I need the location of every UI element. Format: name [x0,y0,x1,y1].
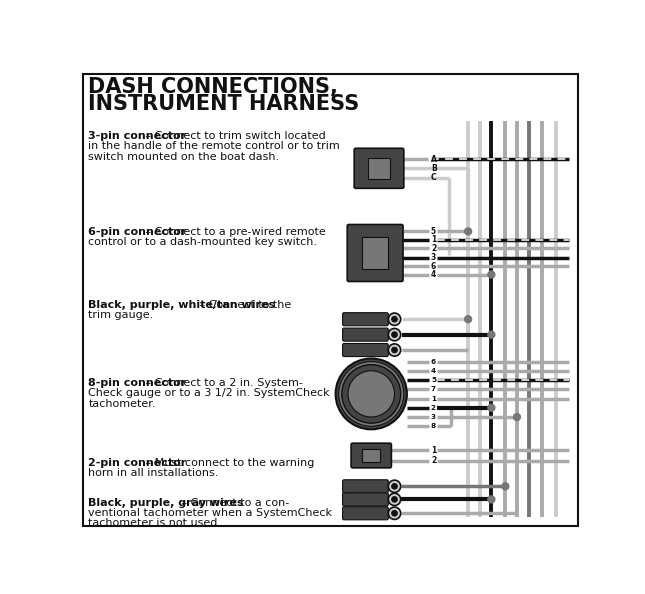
Circle shape [502,483,509,490]
Text: 2: 2 [431,456,436,466]
Text: – Connect to a con-: – Connect to a con- [179,498,290,507]
Circle shape [388,313,401,326]
Circle shape [392,497,397,502]
Text: 3: 3 [431,414,436,420]
Circle shape [392,484,397,489]
Text: – Connect to a pre-wired remote: – Connect to a pre-wired remote [143,227,326,237]
Text: 4: 4 [431,270,436,279]
Text: trim gauge.: trim gauge. [88,310,154,320]
Text: 2-pin connector: 2-pin connector [88,458,186,467]
FancyBboxPatch shape [342,480,388,493]
Text: 5: 5 [431,377,436,383]
Text: 5: 5 [431,227,436,236]
FancyBboxPatch shape [347,225,403,282]
Circle shape [388,493,401,505]
Text: INSTRUMENT HARNESS: INSTRUMENT HARNESS [88,94,360,115]
Circle shape [342,365,401,423]
Text: 8-pin connector: 8-pin connector [88,378,186,388]
FancyBboxPatch shape [351,443,392,468]
Bar [362,238,388,268]
Text: – Connect to trim switch located: – Connect to trim switch located [143,131,326,141]
Text: 6-pin connector: 6-pin connector [88,227,187,237]
Text: – Must connect to the warning: – Must connect to the warning [143,458,315,467]
Text: 3: 3 [431,253,436,262]
Text: 1: 1 [431,235,436,244]
Text: Check gauge or to a 3 1/2 in. SystemCheck: Check gauge or to a 3 1/2 in. SystemChec… [88,388,330,398]
FancyBboxPatch shape [342,328,388,341]
Circle shape [392,347,397,353]
Circle shape [513,413,521,421]
Circle shape [388,328,401,341]
Circle shape [488,496,495,503]
FancyBboxPatch shape [342,507,388,520]
Circle shape [335,359,407,429]
Text: C: C [431,173,437,182]
Text: 2: 2 [431,244,436,253]
Circle shape [464,228,471,235]
Circle shape [392,317,397,322]
Circle shape [488,405,495,411]
Circle shape [392,332,397,337]
Circle shape [388,344,401,356]
Text: – Connect to a 2 in. System-: – Connect to a 2 in. System- [143,378,303,388]
Text: 8: 8 [431,424,436,429]
Text: 2: 2 [431,405,436,411]
Text: 1: 1 [431,446,436,454]
Circle shape [488,331,495,338]
Circle shape [339,362,404,426]
FancyBboxPatch shape [354,148,404,188]
Text: control or to a dash-mounted key switch.: control or to a dash-mounted key switch. [88,237,317,247]
Circle shape [348,371,395,417]
Circle shape [388,507,401,519]
Text: A: A [431,154,437,163]
Text: ventional tachometer when a SystemCheck: ventional tachometer when a SystemCheck [88,508,332,518]
Circle shape [488,271,495,278]
Text: 6: 6 [431,359,436,365]
Circle shape [464,316,471,323]
Text: 3-pin connector: 3-pin connector [88,131,186,141]
Bar [362,449,380,462]
Text: 4: 4 [431,368,436,374]
Text: 1: 1 [431,396,436,402]
Text: tachometer.: tachometer. [88,399,156,409]
Circle shape [392,510,397,516]
Text: 7: 7 [431,386,436,392]
Text: DASH CONNECTIONS,: DASH CONNECTIONS, [88,77,338,97]
Text: Black, purple, white/tan wires: Black, purple, white/tan wires [88,300,275,310]
Text: tachometer is not used.: tachometer is not used. [88,519,221,528]
Circle shape [388,480,401,492]
Text: 6: 6 [431,261,436,271]
FancyBboxPatch shape [342,312,388,326]
Text: horn in all installations.: horn in all installations. [88,468,219,478]
Bar [368,157,390,179]
Text: – Connect to the: – Connect to the [197,300,292,310]
Text: B: B [431,164,437,173]
FancyBboxPatch shape [342,493,388,506]
Text: in the handle of the remote control or to trim: in the handle of the remote control or t… [88,141,340,151]
Text: Black, purple, gray wires: Black, purple, gray wires [88,498,244,507]
Text: switch mounted on the boat dash.: switch mounted on the boat dash. [88,151,279,162]
FancyBboxPatch shape [342,343,388,356]
